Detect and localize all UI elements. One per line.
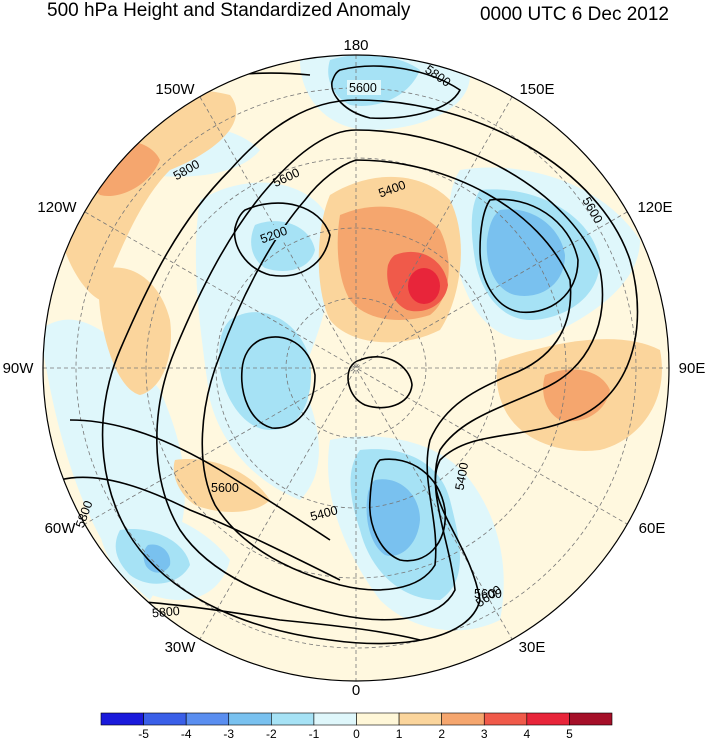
anomaly-region (408, 268, 440, 304)
contour-line (479, 198, 579, 314)
colorbar-swatch (271, 712, 315, 726)
anomaly-region (486, 209, 565, 296)
colorbar-tick-label: 2 (438, 727, 445, 741)
colorbar-tick-label: 1 (395, 727, 403, 741)
lon-label-60e: 60E (639, 520, 666, 537)
contour-line (101, 99, 639, 645)
contour-line (331, 65, 462, 120)
colorbar-tick-label: -3 (223, 727, 235, 741)
colorbar-swatch (569, 712, 613, 726)
colorbar-tick-label: -4 (180, 727, 192, 741)
colorbar-swatch (313, 712, 357, 726)
contour-label: 5800 (151, 604, 180, 620)
colorbar-tick-label: 4 (523, 727, 531, 741)
colorbar-swatch (441, 712, 485, 726)
contour-label: 5600 (211, 481, 239, 495)
contour-line (240, 336, 316, 429)
contour-line (369, 458, 446, 562)
colorbar-swatch (398, 712, 442, 726)
colorbar-tick-label: 5 (566, 727, 573, 741)
anomaly-region (143, 544, 171, 573)
contour-label: 5600 (474, 587, 502, 601)
colorbar-tick-label: 3 (480, 727, 488, 741)
lon-label-120w: 120W (37, 199, 77, 216)
lon-label-60w: 60W (45, 520, 77, 537)
colorbar-tick-label: -5 (138, 727, 149, 741)
anomaly-region (366, 479, 420, 556)
colorbar-tick-label: -1 (308, 727, 320, 741)
colorbar-swatch (526, 712, 570, 726)
colorbar-tick-label: -2 (265, 727, 277, 741)
height-contours (59, 59, 639, 645)
anomaly-region (173, 459, 270, 512)
colorbar-swatch (356, 712, 400, 726)
lon-label-150w: 150W (155, 81, 195, 98)
contour-line (233, 202, 331, 277)
colorbar-swatch (143, 712, 187, 726)
colorbar (100, 712, 613, 726)
colorbar-swatch (483, 712, 528, 726)
colorbar-swatch (185, 712, 230, 726)
contour-line (156, 129, 604, 621)
chart-title: 500 hPa Height and Standardized Anomaly (47, 0, 411, 21)
lon-label-30e: 30E (519, 639, 546, 656)
contour-line (69, 419, 331, 541)
chart-datetime: 0000 UTC 6 Dec 2012 (479, 4, 669, 25)
lon-label-90e: 90E (679, 360, 706, 377)
longitude-labels: 180 150E 120E 90E 60E 30E 0 30W 60W 90W … (3, 37, 706, 699)
contour-line (59, 476, 341, 581)
anomaly-region (219, 312, 311, 430)
lon-label-150e: 150E (519, 81, 554, 98)
lon-label-0: 0 (352, 682, 360, 699)
lon-label-30w: 30W (165, 639, 197, 656)
contour-line (347, 356, 413, 409)
contour-label: 5600 (349, 81, 377, 95)
colorbar-tick-label: 0 (353, 727, 360, 741)
contour-label: 5400 (453, 461, 472, 491)
lon-label-90w: 90W (3, 360, 35, 377)
contour-label: 5400 (309, 503, 340, 524)
anomaly-region (98, 267, 171, 395)
lon-label-120e: 120E (637, 199, 672, 216)
colorbar-swatch (100, 712, 144, 726)
colorbar-swatch (228, 712, 272, 726)
map-border (42, 54, 670, 682)
contour-line (201, 159, 572, 591)
lon-label-180: 180 (343, 37, 368, 54)
